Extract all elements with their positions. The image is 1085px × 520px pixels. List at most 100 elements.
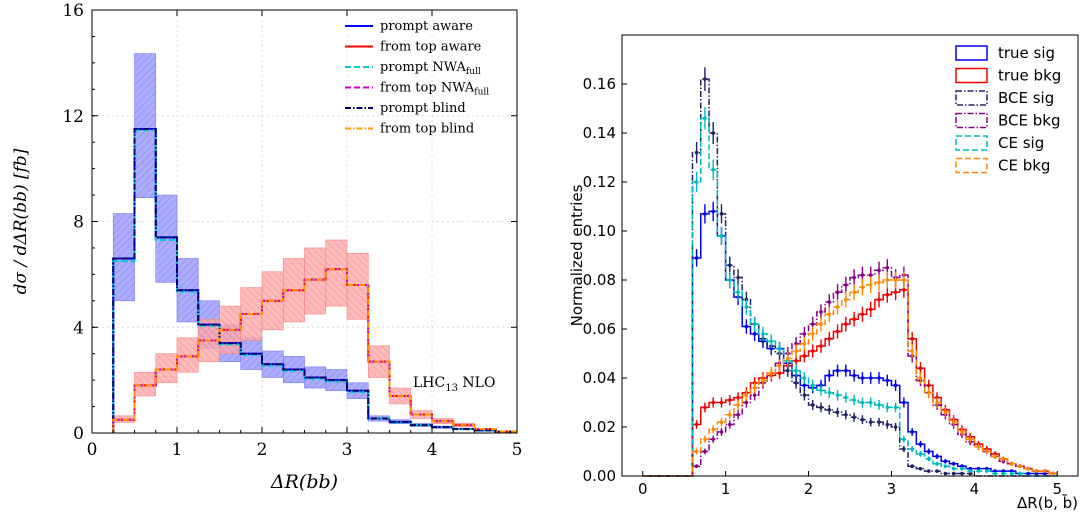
- x-tick-label: 0: [87, 440, 98, 460]
- data-point: [752, 332, 757, 336]
- data-point: [868, 283, 873, 287]
- data-point: [1009, 471, 1014, 476]
- data-point: [786, 368, 790, 373]
- y-tick-label: 0.08: [583, 271, 616, 289]
- data-point: [835, 410, 840, 415]
- data-point: [794, 349, 798, 353]
- data-point: [769, 371, 774, 375]
- data-point: [810, 322, 815, 326]
- y-axis-label: Normalized entries: [568, 184, 586, 326]
- y-tick-label: 16: [62, 1, 84, 21]
- data-point: [802, 393, 807, 397]
- legend-swatch: [955, 67, 988, 84]
- data-point: [844, 297, 848, 302]
- data-point: [1018, 464, 1022, 469]
- right-chart: 0 1 2 3 4 5 0.00 0.02 0.04 0.06 0.08 0.10 0.12 0.14 0.…: [568, 34, 1079, 512]
- data-point: [868, 273, 873, 277]
- data-point: [1026, 471, 1031, 476]
- data-point: [703, 116, 707, 121]
- data-point: [744, 324, 749, 329]
- series-line: [642, 267, 1058, 477]
- y-axis-label: dσ / dΔR(bb) [fb]: [11, 148, 31, 294]
- data-point: [951, 466, 956, 471]
- data-point: [744, 400, 749, 405]
- data-point: [744, 393, 749, 397]
- x-tick-label: 5: [1052, 480, 1062, 498]
- data-point: [1043, 469, 1047, 473]
- data-point: [694, 150, 699, 155]
- data-point: [719, 212, 724, 216]
- data-point: [703, 212, 707, 216]
- y-tick-label: 0.12: [583, 173, 616, 191]
- uncertainty-band: [325, 239, 348, 307]
- data-point: [852, 290, 856, 295]
- data-point: [736, 275, 740, 280]
- legend-label: from top aware: [380, 40, 482, 55]
- legend-label: prompt aware: [380, 19, 473, 34]
- data-point: [694, 464, 699, 469]
- data-point: [719, 400, 724, 405]
- data-point: [918, 376, 923, 380]
- data-point: [736, 403, 740, 407]
- data-point: [703, 437, 707, 442]
- data-point: [711, 167, 715, 172]
- x-tick-label: 1: [172, 440, 183, 460]
- x-tick-label: 1: [721, 480, 731, 498]
- x-tick-label: 3: [342, 440, 353, 460]
- data-point: [802, 383, 807, 388]
- data-point: [835, 305, 840, 309]
- data-point: [902, 437, 906, 442]
- uncertainty-band: [176, 337, 199, 373]
- legend-swatch: [955, 45, 988, 61]
- data-point: [852, 398, 856, 402]
- data-point: [711, 209, 715, 214]
- data-point: [703, 77, 707, 81]
- data-point: [719, 420, 724, 424]
- data-point: [868, 376, 873, 380]
- y-tick-label: 0: [73, 424, 84, 444]
- data-point: [1001, 457, 1006, 461]
- data-point: [802, 332, 807, 336]
- data-point: [877, 376, 881, 380]
- data-point: [727, 398, 732, 402]
- data-point: [985, 449, 989, 454]
- data-point: [802, 376, 807, 380]
- data-point: [1034, 469, 1039, 473]
- data-point: [727, 278, 732, 282]
- uncertainty-band: [304, 247, 327, 315]
- data-point: [727, 412, 732, 417]
- data-point: [926, 469, 931, 473]
- data-point: [910, 447, 914, 451]
- data-point: [943, 464, 948, 469]
- data-point: [860, 312, 865, 317]
- data-point: [819, 388, 823, 393]
- data-point: [1001, 471, 1006, 476]
- y-tick-label: 0.16: [583, 75, 616, 93]
- y-tick-label: 0.00: [583, 467, 616, 485]
- x-axis-label: ΔR(bb): [270, 471, 338, 493]
- data-point: [918, 366, 923, 371]
- data-point: [777, 371, 782, 375]
- data-point: [976, 469, 981, 473]
- series-line: [642, 289, 1058, 477]
- data-point: [935, 454, 939, 459]
- legend-swatch: [955, 157, 988, 174]
- x-tick-label: 5: [512, 440, 523, 460]
- data-point: [769, 339, 774, 344]
- data-point: [703, 405, 707, 410]
- data-point: [761, 378, 765, 383]
- data-point: [885, 378, 890, 383]
- data-point: [951, 471, 956, 476]
- annotation: LHC13 NLO: [413, 375, 495, 394]
- data-point: [885, 405, 890, 410]
- data-point: [1018, 471, 1022, 476]
- data-point: [844, 412, 848, 417]
- data-point: [844, 322, 848, 326]
- legend-label: BCE sig: [998, 89, 1054, 107]
- data-point: [786, 356, 790, 361]
- data-point: [694, 449, 699, 454]
- legend-swatch: [955, 112, 988, 129]
- legend-swatch: [955, 135, 988, 151]
- uncertainty-band: [155, 353, 178, 384]
